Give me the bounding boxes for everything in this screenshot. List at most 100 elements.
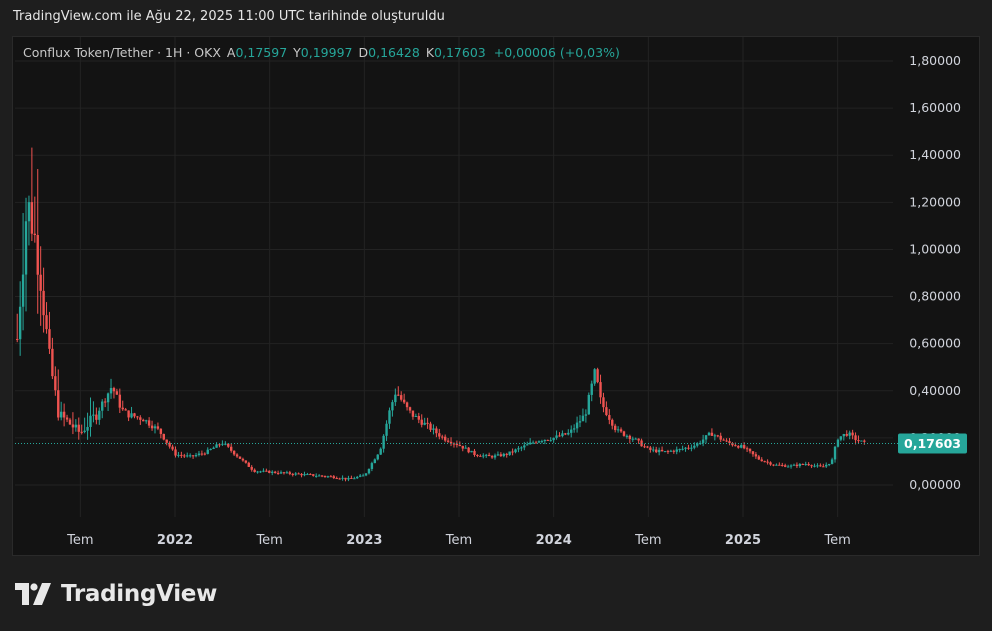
candle-body: [619, 429, 623, 432]
candle-body: [485, 454, 488, 456]
candle-body: [367, 468, 371, 474]
candle-body: [622, 431, 626, 436]
candle-body: [341, 477, 344, 479]
tradingview-logo[interactable]: TradingView: [15, 578, 217, 610]
candle-body: [851, 432, 854, 436]
candle-body: [171, 446, 174, 450]
candle-body: [687, 447, 690, 449]
candle-body: [174, 449, 177, 456]
candle-body: [555, 435, 558, 438]
candle-body: [177, 454, 180, 456]
candle-body: [212, 447, 215, 449]
candle-body: [24, 221, 28, 275]
candle-body: [848, 432, 851, 436]
candle-body: [142, 419, 145, 422]
candle-body: [165, 439, 168, 443]
candle-body: [221, 443, 224, 445]
candle-body: [103, 401, 107, 403]
y-tick-label: 0,80000: [909, 289, 961, 304]
candle-body: [652, 449, 655, 451]
candle-body: [194, 455, 198, 457]
candle-body: [722, 439, 725, 441]
candle-body: [115, 391, 119, 395]
candle-body: [21, 274, 25, 307]
candle-body: [660, 449, 664, 452]
candle-body: [863, 440, 866, 442]
candle-body: [350, 477, 353, 479]
candle-body: [441, 436, 444, 438]
candle-body: [312, 474, 315, 476]
candle-body: [728, 441, 731, 444]
candle-body: [496, 454, 500, 456]
candle-body: [819, 465, 822, 467]
candle-body: [505, 453, 508, 455]
candle-body: [118, 394, 122, 408]
candle-body: [282, 472, 286, 474]
candle-body: [511, 451, 514, 453]
candle-body: [526, 444, 529, 446]
candle-body: [139, 417, 142, 420]
candle-body: [666, 451, 670, 453]
open-label: A: [226, 45, 236, 60]
candle-body: [397, 394, 400, 396]
candle-body: [147, 420, 151, 426]
candle-body: [816, 465, 819, 467]
price-chart[interactable]: 1,80000 1,60000 1,40000 1,20000 1,00000 0,800…: [13, 37, 979, 555]
candle-body: [558, 435, 561, 437]
candle-body: [449, 441, 453, 444]
chart-panel[interactable]: 1,80000 1,60000 1,40000 1,20000 1,00000 0,800…: [12, 36, 980, 556]
y-tick-label: 1,80000: [909, 53, 961, 68]
candle-body: [792, 464, 796, 466]
candle-body: [534, 442, 538, 444]
candle-body: [288, 472, 292, 474]
candle-body: [813, 465, 816, 467]
candle-body: [443, 436, 447, 441]
candle-body: [678, 449, 681, 451]
candle-body: [48, 329, 51, 349]
candle-body: [388, 410, 391, 424]
open-value: 0,17597: [235, 45, 288, 60]
candle-body: [276, 472, 280, 474]
candle-body: [361, 475, 365, 477]
chart-caption: TradingView.com ile Ağu 22, 2025 11:00 U…: [13, 9, 445, 24]
candle-body: [473, 450, 476, 456]
candle-body: [241, 458, 245, 461]
candle-body: [323, 476, 327, 478]
candle-body: [778, 464, 781, 466]
candle-body: [291, 473, 294, 475]
candle-body: [227, 443, 230, 447]
candle-body: [596, 369, 599, 383]
candle-body: [77, 424, 80, 432]
candle-body: [200, 453, 204, 455]
x-tick-label: Tem: [823, 533, 850, 548]
candle-body: [253, 469, 256, 472]
candle-body: [693, 445, 696, 448]
candle-body: [502, 453, 506, 457]
low-value: 0,16428: [368, 45, 420, 60]
candle-body: [845, 434, 848, 436]
candle-body: [810, 465, 813, 467]
candle-body: [493, 455, 497, 458]
candle-body: [376, 454, 379, 460]
candle-body: [338, 478, 341, 480]
candle-body: [183, 455, 186, 457]
candle-body: [531, 442, 535, 444]
candle-body: [244, 460, 248, 463]
candle-body: [581, 415, 585, 422]
candle-body: [751, 451, 755, 455]
candle-body: [795, 464, 799, 467]
candle-body: [402, 399, 406, 403]
candle-body: [611, 419, 614, 426]
candle-body: [854, 435, 857, 441]
grid-lines: [15, 37, 893, 517]
candle-body: [197, 453, 201, 456]
price-axis: 1,80000 1,60000 1,40000 1,20000 1,00000 0,800…: [909, 53, 961, 492]
candle-body: [250, 466, 253, 470]
candle-body: [209, 448, 212, 450]
candle-body: [188, 455, 192, 457]
candle-body: [734, 445, 737, 447]
candle-body: [429, 423, 432, 430]
high-label: Y: [293, 45, 301, 60]
candle-body: [162, 433, 165, 440]
candle-body: [690, 447, 693, 449]
